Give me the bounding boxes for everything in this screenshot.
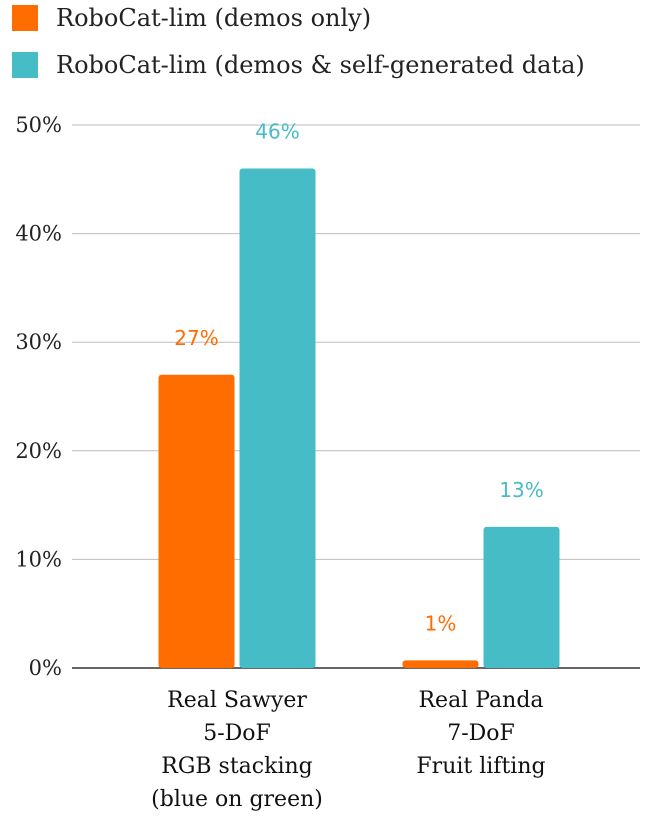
category-label: Fruit lifting bbox=[416, 754, 545, 779]
legend-swatch-demos-only bbox=[12, 5, 38, 31]
category-label: 5-DoF bbox=[203, 721, 271, 746]
bar bbox=[239, 168, 316, 668]
y-tick-label: 20% bbox=[15, 439, 62, 463]
legend-item-self-generated: RoboCat-lim (demos & self-generated data… bbox=[12, 51, 585, 79]
y-tick-label: 30% bbox=[15, 330, 62, 354]
legend-label-self-generated: RoboCat-lim (demos & self-generated data… bbox=[56, 51, 585, 79]
bars bbox=[158, 168, 560, 668]
data-label: 27% bbox=[174, 326, 218, 350]
y-tick-label: 0% bbox=[29, 656, 62, 680]
legend-swatch-self-generated bbox=[12, 52, 38, 78]
y-tick-label: 50% bbox=[15, 113, 62, 137]
category-label: (blue on green) bbox=[151, 787, 323, 812]
bar bbox=[483, 526, 560, 668]
category-label: RGB stacking bbox=[161, 754, 313, 779]
y-tick-label: 10% bbox=[15, 547, 62, 571]
category-labels: Real Sawyer 5-DoF RGB stacking (blue on gre… bbox=[151, 688, 545, 812]
data-label: 46% bbox=[255, 119, 299, 143]
y-tick-label: 40% bbox=[15, 222, 62, 246]
legend-item-demos-only: RoboCat-lim (demos only) bbox=[12, 4, 371, 32]
legend-label-demos-only: RoboCat-lim (demos only) bbox=[56, 4, 372, 32]
category-label: 7-DoF bbox=[447, 721, 515, 746]
data-labels: 27% 1% 46% 13% bbox=[174, 119, 543, 635]
category-label: Real Panda bbox=[418, 688, 543, 713]
bar bbox=[402, 660, 479, 668]
data-label: 13% bbox=[499, 478, 543, 502]
data-label: 1% bbox=[425, 611, 457, 635]
y-axis-ticks: 0% 10% 20% 30% 40% 50% bbox=[15, 113, 62, 680]
bar bbox=[158, 374, 235, 668]
category-label: Real Sawyer bbox=[167, 688, 307, 713]
